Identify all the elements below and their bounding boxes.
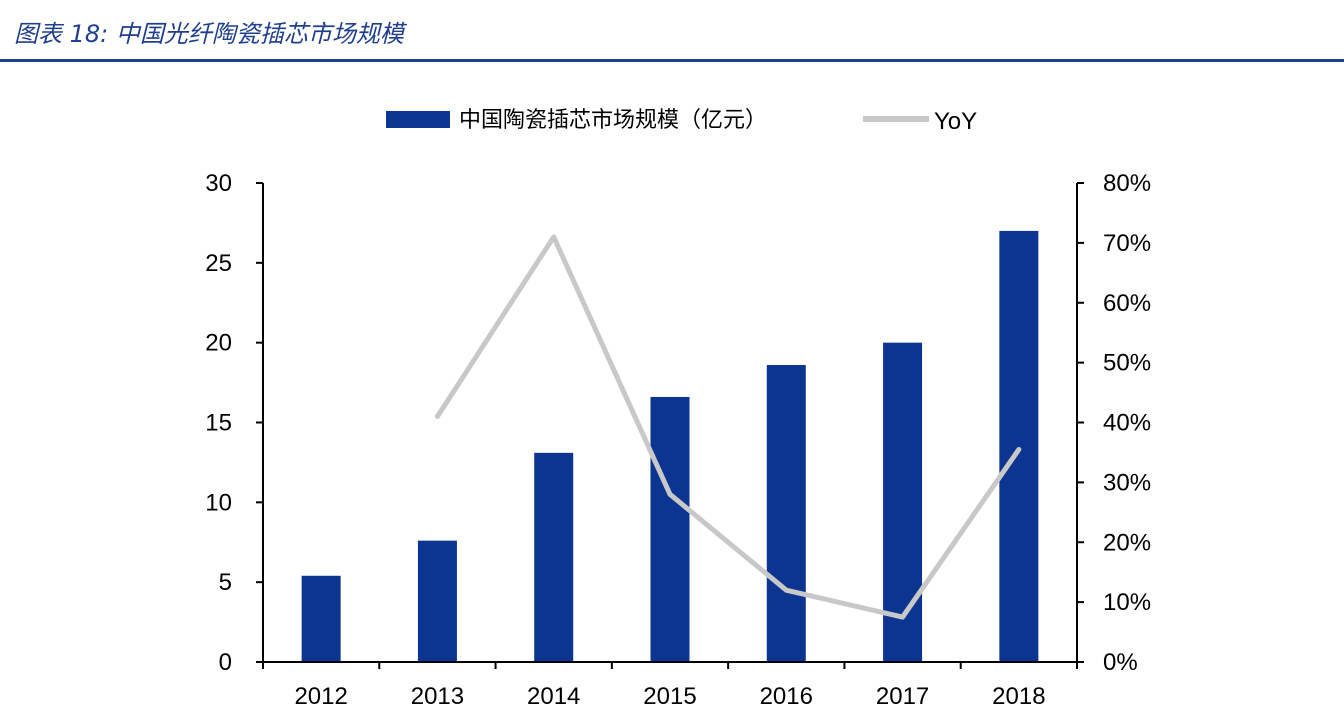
figure-title: 图表 18: 中国光纤陶瓷插芯市场规模 [14, 20, 404, 48]
bar-2013 [417, 540, 457, 662]
legend-bar-label: 中国陶瓷插芯市场规模（亿元） [459, 108, 767, 133]
right-tick-label: 10% [1103, 589, 1151, 616]
x-tick-label: 2013 [411, 683, 464, 710]
x-tick-label: 2012 [294, 683, 347, 710]
bar-2018 [999, 230, 1039, 662]
left-tick-label: 15 [205, 410, 232, 437]
bar-2015 [650, 396, 690, 662]
right-tick-label: 30% [1103, 469, 1151, 496]
x-tick-label: 2017 [876, 683, 929, 710]
bar-2014 [534, 452, 574, 662]
right-tick-label: 20% [1103, 529, 1151, 556]
right-tick-label: 0% [1103, 649, 1138, 676]
right-tick-label: 40% [1103, 410, 1151, 437]
bar-2016 [766, 365, 806, 662]
left-tick-label: 30 [205, 170, 232, 197]
right-tick-label: 50% [1103, 350, 1151, 377]
x-tick-label: 2015 [643, 683, 696, 710]
yoy-line [434, 234, 1022, 620]
legend-line-label: YoY [934, 108, 977, 135]
left-tick-label: 10 [205, 489, 232, 516]
left-tick-label: 5 [219, 569, 232, 596]
x-tick-label: 2014 [527, 683, 580, 710]
right-tick-label: 80% [1103, 170, 1151, 197]
bar-2017 [883, 342, 923, 662]
left-tick-label: 0 [219, 649, 232, 676]
left-tick-label: 20 [205, 330, 232, 357]
figure-header: 图表 18: 中国光纤陶瓷插芯市场规模 [0, 0, 1344, 62]
left-tick-label: 25 [205, 250, 232, 277]
bar-2012 [301, 575, 341, 662]
x-tick-label: 2016 [760, 683, 813, 710]
x-tick-label: 2018 [992, 683, 1045, 710]
legend-bar-swatch [386, 111, 450, 128]
right-tick-label: 60% [1103, 290, 1151, 317]
right-tick-label: 70% [1103, 230, 1151, 257]
